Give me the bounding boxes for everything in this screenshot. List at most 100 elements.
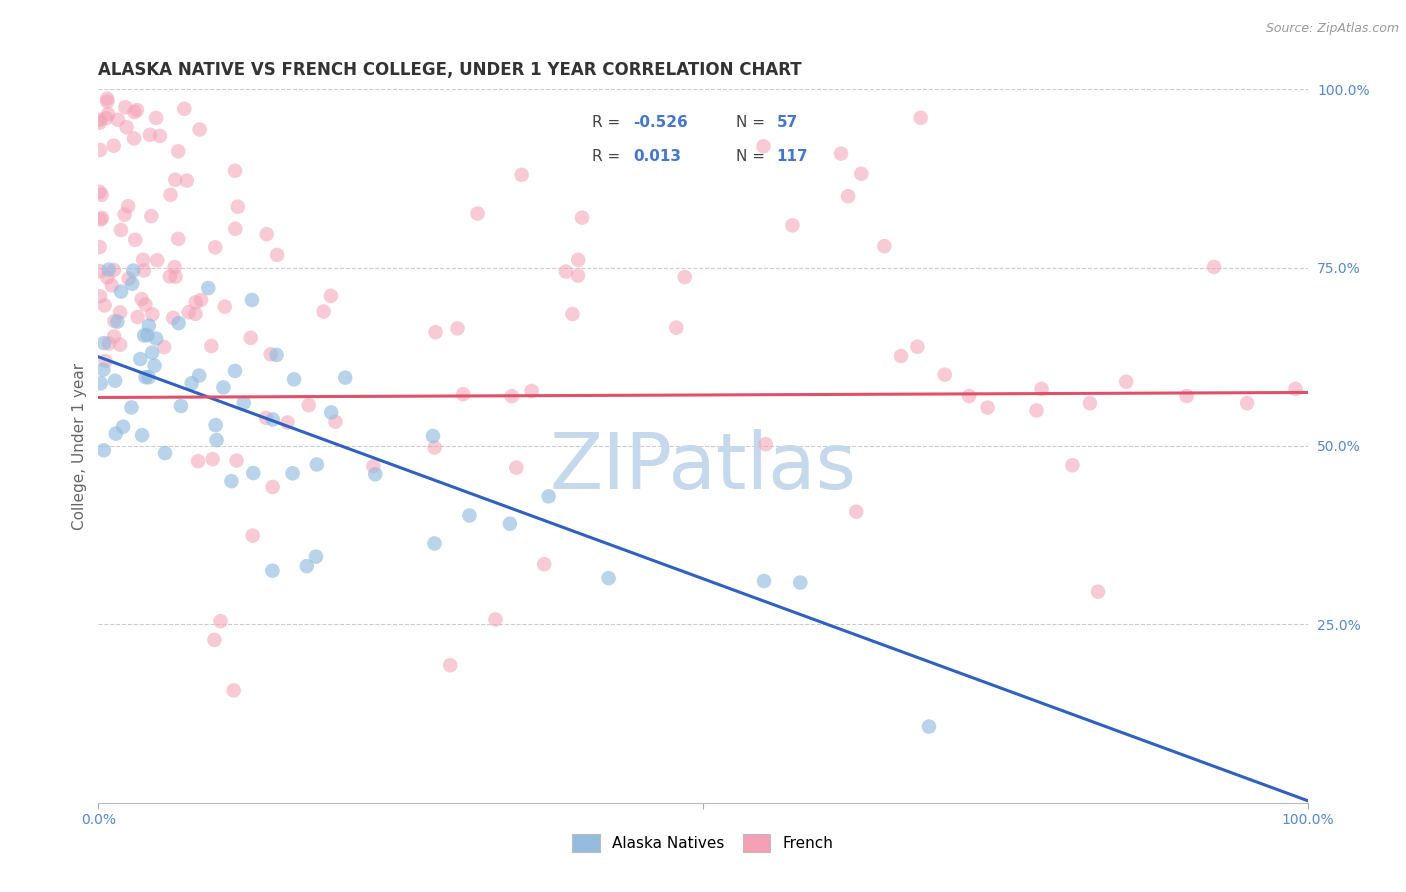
Point xyxy=(567,268,589,283)
Text: R =: R = xyxy=(592,149,624,164)
Point xyxy=(96,112,118,126)
Point xyxy=(1078,396,1101,410)
Point xyxy=(139,128,162,142)
Point xyxy=(254,410,277,425)
Point xyxy=(170,399,193,413)
Point xyxy=(277,416,299,430)
Point xyxy=(425,325,447,339)
Point xyxy=(665,320,688,334)
Point xyxy=(134,297,156,311)
Point xyxy=(165,172,187,186)
Point xyxy=(107,112,129,127)
Point xyxy=(108,337,131,351)
Point xyxy=(873,239,896,253)
Point xyxy=(197,281,219,295)
Point xyxy=(752,574,775,588)
Point xyxy=(837,189,859,203)
Point xyxy=(1284,382,1306,396)
Point xyxy=(209,614,232,628)
Point xyxy=(830,146,852,161)
Text: Source: ZipAtlas.com: Source: ZipAtlas.com xyxy=(1265,22,1399,36)
Point xyxy=(364,467,387,482)
Point xyxy=(89,116,111,130)
Point xyxy=(319,289,342,303)
Point xyxy=(321,405,343,419)
Point xyxy=(153,446,176,460)
Text: N =: N = xyxy=(735,149,769,164)
Point xyxy=(1202,260,1225,274)
Point xyxy=(93,336,115,351)
Point xyxy=(204,240,226,254)
Point xyxy=(224,222,246,236)
Point xyxy=(146,253,169,268)
Point xyxy=(918,720,941,734)
Point xyxy=(108,305,131,319)
Point xyxy=(201,452,224,467)
Point xyxy=(138,370,160,384)
Point xyxy=(242,466,264,480)
Point xyxy=(260,347,283,361)
Point xyxy=(122,131,145,145)
Point xyxy=(145,332,167,346)
Point xyxy=(90,376,112,391)
Point xyxy=(159,269,181,284)
Point xyxy=(93,443,115,458)
Point xyxy=(176,173,198,187)
Text: 117: 117 xyxy=(776,149,808,164)
Point xyxy=(89,143,111,157)
Legend: Alaska Natives, French: Alaska Natives, French xyxy=(565,827,841,859)
Text: 57: 57 xyxy=(776,114,799,129)
Point xyxy=(115,120,138,135)
Point xyxy=(312,304,335,318)
Point xyxy=(131,428,153,442)
Point xyxy=(90,212,112,227)
Point xyxy=(212,380,235,394)
Text: ALASKA NATIVE VS FRENCH COLLEGE, UNDER 1 YEAR CORRELATION CHART: ALASKA NATIVE VS FRENCH COLLEGE, UNDER 1… xyxy=(98,62,801,79)
Point xyxy=(141,345,163,359)
Point xyxy=(110,285,132,299)
Point xyxy=(180,376,202,391)
Text: 0.013: 0.013 xyxy=(633,149,681,164)
Point xyxy=(335,370,357,384)
Point xyxy=(124,105,146,120)
Point xyxy=(89,112,111,127)
Point xyxy=(240,293,263,307)
Point xyxy=(134,370,156,384)
Point xyxy=(242,528,264,542)
Point xyxy=(96,92,118,106)
Point xyxy=(567,252,589,267)
Point xyxy=(188,122,211,136)
Point xyxy=(141,209,163,223)
Point xyxy=(262,480,284,494)
Point xyxy=(934,368,956,382)
Point xyxy=(499,516,522,531)
Point xyxy=(851,167,873,181)
Point xyxy=(752,139,775,153)
Point xyxy=(117,199,139,213)
Point xyxy=(266,348,288,362)
Point xyxy=(283,372,305,386)
Text: R =: R = xyxy=(592,114,624,129)
Point xyxy=(103,263,125,277)
Point xyxy=(446,321,468,335)
Point xyxy=(132,263,155,277)
Y-axis label: College, Under 1 year: College, Under 1 year xyxy=(72,362,87,530)
Text: -0.526: -0.526 xyxy=(633,114,688,129)
Point xyxy=(103,329,125,343)
Point xyxy=(363,459,385,474)
Point xyxy=(184,307,207,321)
Point xyxy=(256,227,278,242)
Point xyxy=(89,240,111,254)
Point xyxy=(295,559,318,574)
Point xyxy=(1087,584,1109,599)
Point xyxy=(957,389,980,403)
Point xyxy=(224,364,246,378)
Point xyxy=(423,441,446,455)
Point xyxy=(125,103,148,117)
Point xyxy=(266,248,288,262)
Point xyxy=(1175,389,1198,403)
Point xyxy=(598,571,620,585)
Point xyxy=(103,314,125,328)
Point xyxy=(458,508,481,523)
Point xyxy=(239,331,262,345)
